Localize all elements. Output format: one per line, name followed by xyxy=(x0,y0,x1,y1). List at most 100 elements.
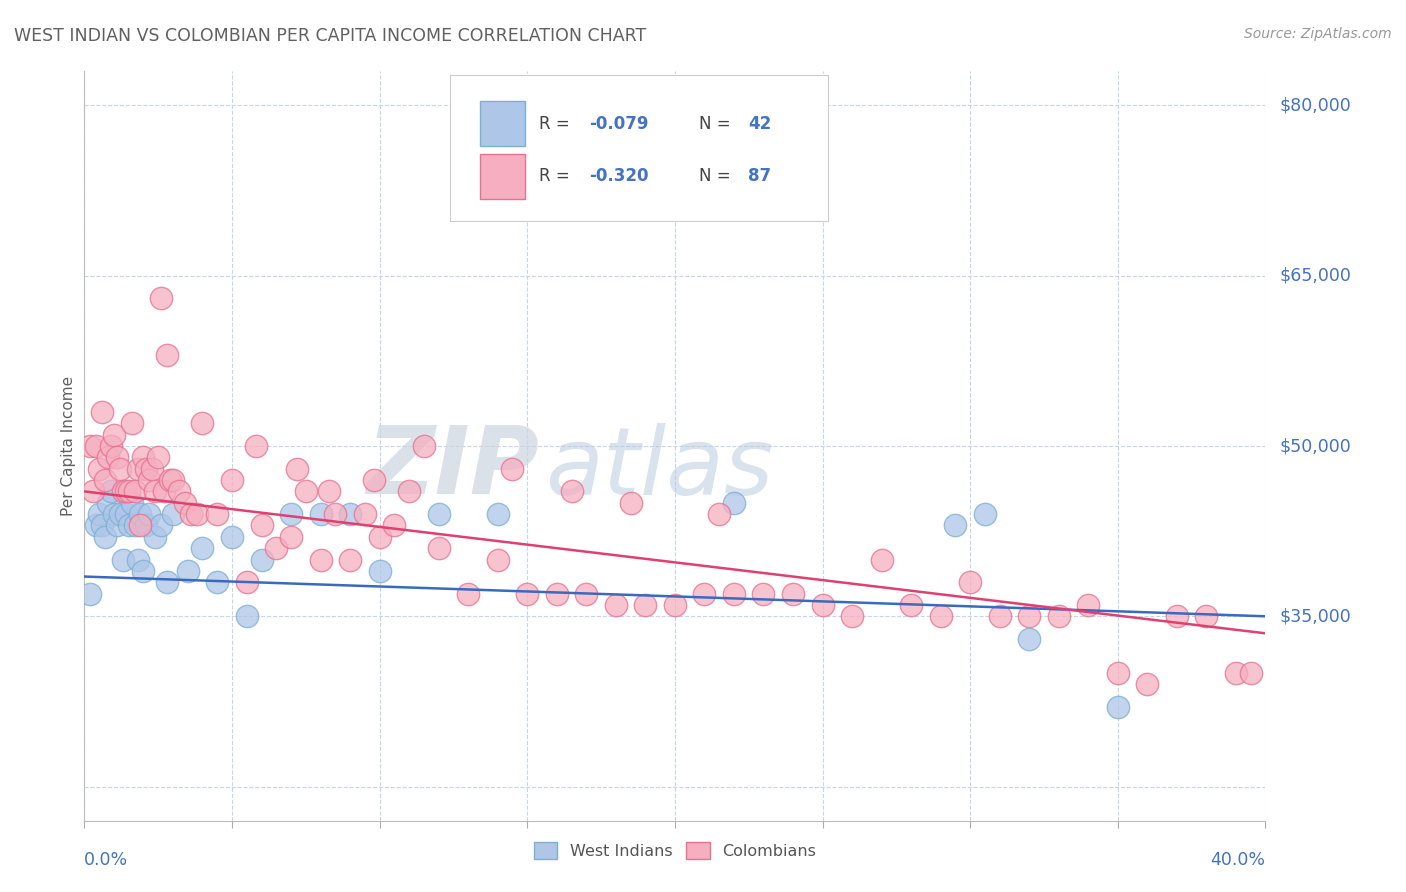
Point xyxy=(141,461,163,475)
Point xyxy=(162,507,184,521)
Point xyxy=(186,507,208,521)
Point xyxy=(87,507,111,521)
Point xyxy=(105,518,128,533)
Point xyxy=(221,530,243,544)
Point xyxy=(384,518,406,533)
Point xyxy=(486,552,509,566)
Point xyxy=(159,473,181,487)
Point xyxy=(250,518,273,533)
Point xyxy=(339,507,361,521)
Point xyxy=(752,586,775,600)
Point xyxy=(1166,609,1188,624)
Point xyxy=(111,552,134,566)
Point xyxy=(427,541,450,556)
Point xyxy=(236,575,259,590)
Point xyxy=(143,530,166,544)
Point xyxy=(841,609,863,624)
Point xyxy=(135,518,157,533)
Point xyxy=(502,461,524,475)
Point xyxy=(575,586,598,600)
Point xyxy=(150,518,173,533)
Point xyxy=(153,484,176,499)
Point xyxy=(1018,632,1040,646)
Point xyxy=(97,450,120,465)
Point xyxy=(84,439,107,453)
Text: $80,000: $80,000 xyxy=(1279,96,1351,114)
Point xyxy=(723,586,745,600)
Point xyxy=(177,564,200,578)
Point xyxy=(108,461,131,475)
Point xyxy=(945,518,967,533)
Point xyxy=(114,484,136,499)
Point xyxy=(988,609,1011,624)
Point xyxy=(398,484,420,499)
Point xyxy=(207,575,229,590)
Point xyxy=(103,427,125,442)
Text: $65,000: $65,000 xyxy=(1279,267,1351,285)
Point xyxy=(91,405,114,419)
Point xyxy=(782,586,804,600)
Point xyxy=(309,507,332,521)
Point xyxy=(363,473,385,487)
Point xyxy=(124,484,146,499)
Point xyxy=(150,292,173,306)
Text: $35,000: $35,000 xyxy=(1279,607,1351,625)
Point xyxy=(354,507,377,521)
Point xyxy=(114,507,136,521)
Point xyxy=(121,417,143,431)
Point xyxy=(561,484,583,499)
Point xyxy=(105,450,128,465)
Point xyxy=(156,348,179,362)
Point xyxy=(870,552,893,566)
Text: 40.0%: 40.0% xyxy=(1211,851,1265,869)
Point xyxy=(605,598,627,612)
Point xyxy=(285,461,308,475)
Point xyxy=(959,575,981,590)
Point xyxy=(156,575,179,590)
Point xyxy=(339,552,361,566)
Text: WEST INDIAN VS COLOMBIAN PER CAPITA INCOME CORRELATION CHART: WEST INDIAN VS COLOMBIAN PER CAPITA INCO… xyxy=(14,27,647,45)
Point xyxy=(1136,677,1159,691)
Legend: West Indians, Colombians: West Indians, Colombians xyxy=(527,836,823,865)
Point xyxy=(634,598,657,612)
Point xyxy=(207,507,229,521)
Text: N =: N = xyxy=(699,168,735,186)
Point xyxy=(191,417,214,431)
FancyBboxPatch shape xyxy=(479,153,524,199)
Point xyxy=(79,439,101,453)
Point xyxy=(127,552,149,566)
Point xyxy=(180,507,202,521)
Text: atlas: atlas xyxy=(546,423,773,514)
Point xyxy=(118,484,141,499)
Point xyxy=(325,507,347,521)
Y-axis label: Per Capita Income: Per Capita Income xyxy=(60,376,76,516)
Point xyxy=(111,484,134,499)
Point xyxy=(100,439,122,453)
Text: Source: ZipAtlas.com: Source: ZipAtlas.com xyxy=(1244,27,1392,41)
Point xyxy=(100,484,122,499)
Point xyxy=(129,518,152,533)
Point xyxy=(1107,666,1129,681)
Point xyxy=(94,473,117,487)
Point xyxy=(974,507,997,521)
Point xyxy=(1195,609,1218,624)
Point xyxy=(221,473,243,487)
Point xyxy=(266,541,288,556)
Point xyxy=(236,609,259,624)
Point xyxy=(295,484,318,499)
Text: -0.320: -0.320 xyxy=(589,168,648,186)
Point xyxy=(1225,666,1247,681)
Point xyxy=(143,484,166,499)
Point xyxy=(900,598,922,612)
Point xyxy=(87,461,111,475)
Text: ZIP: ZIP xyxy=(366,423,538,515)
Point xyxy=(138,473,160,487)
Point xyxy=(162,473,184,487)
Point xyxy=(1047,609,1070,624)
Point xyxy=(148,450,170,465)
Point xyxy=(368,564,391,578)
Text: 42: 42 xyxy=(748,115,772,133)
Point xyxy=(620,496,643,510)
Point xyxy=(693,586,716,600)
FancyBboxPatch shape xyxy=(479,102,524,146)
